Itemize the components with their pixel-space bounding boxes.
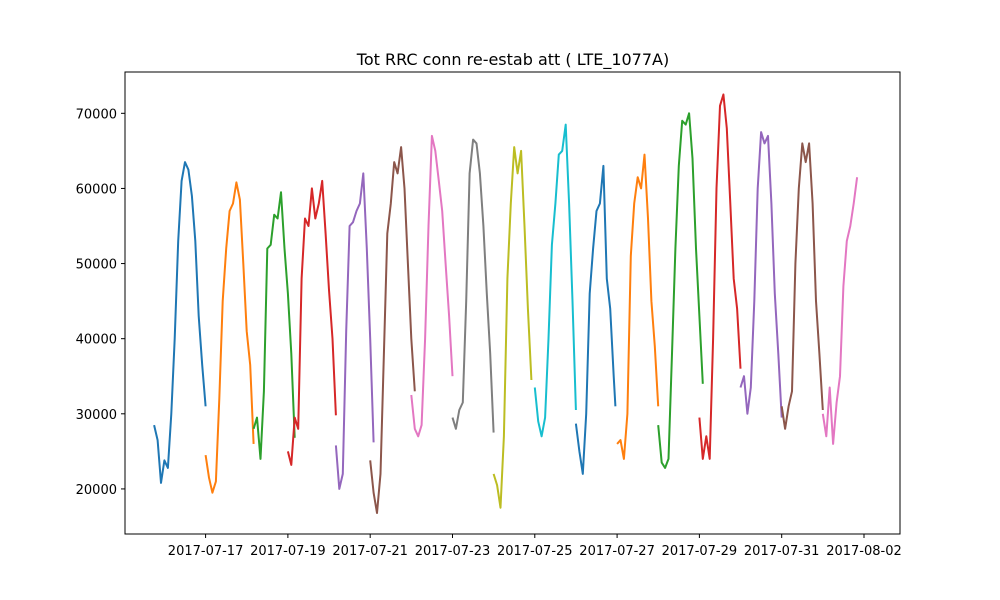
series-line-16 <box>780 142 824 430</box>
series-line-7 <box>410 134 454 438</box>
y-tick-label: 30000 <box>76 408 117 423</box>
series-line-6 <box>369 146 416 514</box>
x-tick-label: 2017-08-02 <box>826 544 902 559</box>
plot-frame <box>124 71 901 535</box>
series-line-9 <box>492 146 533 509</box>
x-tick-label: 2017-07-17 <box>168 544 244 559</box>
series-line-3 <box>252 191 296 460</box>
series-line-1 <box>153 161 207 484</box>
series-line-12 <box>616 153 660 460</box>
x-tick-label: 2017-07-21 <box>332 544 408 559</box>
series-line-11 <box>574 164 617 475</box>
series-line-10 <box>533 123 577 438</box>
y-tick-label: 20000 <box>76 483 117 498</box>
y-tick-label: 50000 <box>76 258 117 273</box>
series-line-5 <box>334 172 375 490</box>
series-line-14 <box>698 93 742 460</box>
chart-title: Tot RRC conn re-estab att ( LTE_1077A) <box>356 50 669 70</box>
x-tick-label: 2017-07-19 <box>250 544 326 559</box>
x-tick-label: 2017-07-25 <box>497 544 573 559</box>
y-tick-label: 60000 <box>76 182 117 197</box>
series-line-17 <box>821 177 859 445</box>
series-line-15 <box>739 131 783 418</box>
x-tick-label: 2017-07-31 <box>744 544 820 559</box>
series-layer <box>153 93 859 514</box>
series-line-13 <box>657 112 704 469</box>
y-tick-label: 70000 <box>76 107 117 122</box>
x-tick-label: 2017-07-27 <box>579 544 655 559</box>
axis-layer: 20000 30000 40000 50000 60000 70000 2017-07-17… <box>76 107 902 559</box>
series-line-8 <box>451 138 495 433</box>
x-tick-label: 2017-07-23 <box>415 544 491 559</box>
series-line-4 <box>286 179 337 466</box>
series-line-2 <box>204 181 255 494</box>
y-tick-label: 40000 <box>76 333 117 348</box>
x-tick-label: 2017-07-29 <box>662 544 738 559</box>
